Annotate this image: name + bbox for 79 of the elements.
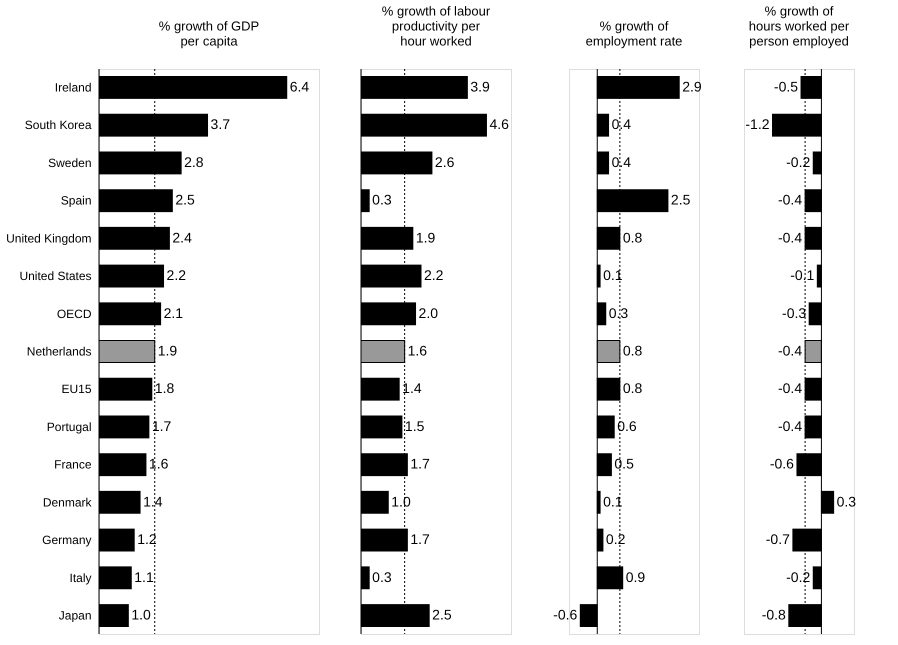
chart-title: % growth of labour productivity per hour worked: [382, 4, 491, 48]
y-tick-label: OECD: [56, 306, 92, 321]
chart-title: % growth of GDP per capita: [158, 18, 260, 48]
data-label: 1.8: [154, 380, 174, 396]
data-label: 0.5: [614, 456, 634, 472]
data-label: 1.7: [410, 531, 430, 548]
y-tick-label: Japan: [58, 608, 92, 623]
y-tick-label: United Kingdom: [6, 231, 92, 246]
data-label: 1.7: [410, 456, 430, 472]
data-label: 2.8: [184, 154, 204, 170]
y-tick-label: EU15: [61, 382, 92, 396]
y-tick-label: South Korea: [24, 118, 92, 132]
data-label: -0.2: [786, 154, 810, 170]
data-label: 1.1: [134, 568, 154, 585]
data-label: 4.6: [489, 116, 510, 132]
data-label: 2.0: [418, 304, 438, 321]
chart-title: % growth of hours worked per person employed: [748, 4, 850, 48]
data-label: 2.4: [172, 229, 192, 246]
data-label: 0.3: [836, 493, 856, 510]
data-label: -0.5: [774, 78, 798, 94]
data-label: 1.0: [131, 606, 152, 623]
data-label: 0.8: [622, 342, 643, 358]
data-label: 1.0: [391, 493, 411, 510]
data-label: 1.6: [148, 456, 169, 472]
data-label: 6.4: [290, 78, 310, 94]
data-label: 0.4: [612, 116, 632, 132]
data-label: -0.4: [778, 229, 802, 246]
data-label: 0.1: [603, 493, 623, 510]
data-label: 0.1: [603, 267, 623, 284]
data-label: 2.2: [166, 267, 186, 284]
data-label: 0.6: [617, 418, 637, 434]
data-label: 2.9: [682, 78, 702, 94]
y-tick-label: Netherlands: [26, 344, 92, 358]
data-label: 0.9: [626, 568, 646, 585]
data-label: -1.2: [745, 116, 770, 132]
data-label: 2.2: [424, 267, 444, 284]
data-label: 2.5: [175, 192, 196, 208]
data-label: 2.6: [434, 154, 455, 170]
data-label: 2.1: [164, 304, 184, 321]
data-label: -0.4: [778, 418, 802, 434]
data-label: 1.6: [408, 342, 428, 358]
data-label: 1.9: [416, 229, 436, 246]
y-tick-label: Germany: [42, 533, 92, 548]
y-tick-label: France: [54, 458, 92, 472]
y-tick-label: Denmark: [42, 495, 92, 510]
data-label: 1.2: [137, 531, 157, 548]
data-label: 0.3: [608, 304, 628, 321]
chart-title: % growth of employment rate: [586, 18, 682, 48]
y-tick-label: Spain: [60, 194, 92, 208]
data-label: 0.2: [606, 531, 626, 548]
data-label: 1.4: [143, 493, 163, 510]
data-label: 1.4: [402, 380, 422, 396]
data-label: 0.8: [622, 229, 643, 246]
data-label: -0.2: [786, 568, 810, 585]
data-label: 3.9: [470, 78, 490, 94]
data-label: 3.7: [210, 116, 230, 132]
data-label: 0.4: [612, 154, 632, 170]
data-label: -0.4: [778, 342, 802, 358]
data-label: -0.6: [553, 606, 578, 623]
data-label: -0.7: [766, 531, 790, 548]
data-label: 2.5: [670, 192, 691, 208]
data-label: -0.4: [778, 380, 802, 396]
data-label: 1.9: [158, 342, 178, 358]
data-label: -0.4: [778, 192, 802, 208]
y-tick-label: United States: [19, 269, 92, 284]
data-label: -0.3: [782, 304, 806, 321]
data-label: 1.7: [152, 418, 172, 434]
y-tick-label: Ireland: [54, 80, 92, 94]
data-label: -0.8: [762, 606, 786, 623]
y-tick-label: Italy: [69, 570, 92, 585]
data-label: 1.5: [404, 418, 425, 434]
y-tick-label: Sweden: [48, 156, 92, 170]
y-tick-label: Portugal: [46, 420, 92, 434]
data-label: -0.1: [790, 267, 815, 284]
data-label: 0.3: [372, 568, 392, 585]
data-label: 0.3: [372, 192, 392, 208]
data-label: -0.6: [770, 456, 794, 472]
data-label: 0.8: [622, 380, 643, 396]
data-label: 2.5: [432, 606, 452, 623]
